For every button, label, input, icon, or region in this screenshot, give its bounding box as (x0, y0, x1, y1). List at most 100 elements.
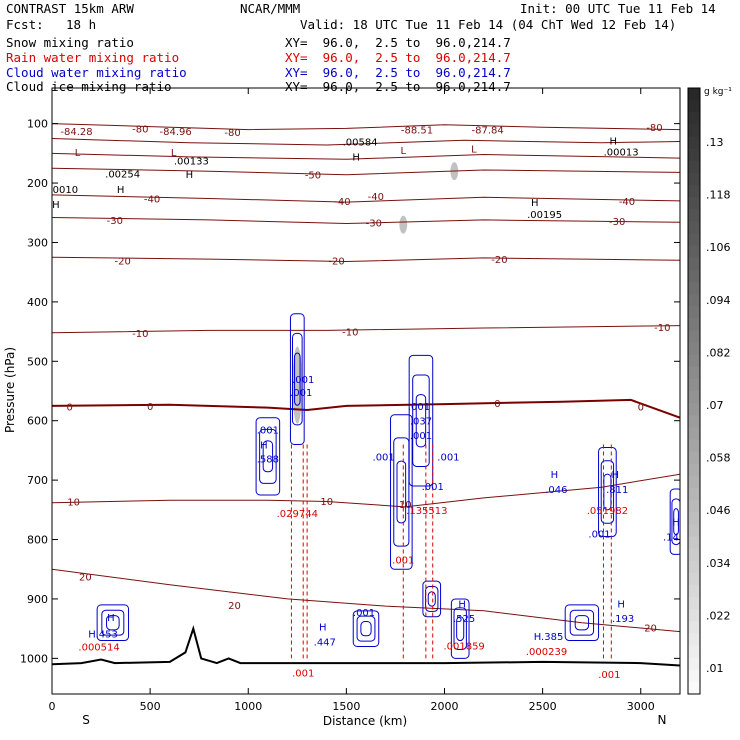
cloud-water-contour-7 (574, 615, 590, 631)
cloud-water-contour-9 (671, 498, 680, 546)
plot-area: -80 -80 -80 -50 -40 -40 -40 -40 -30 -30 -30 -20 -20 -… (52, 123, 680, 681)
cloud-water-contour-5 (456, 616, 465, 642)
field-rain-xy: XY= 96.0, 2.5 to 96.0,214.7 (285, 50, 511, 65)
temp-label: -10 (342, 328, 358, 339)
cloud-water-contour-1 (292, 332, 303, 426)
x-tick-label: 3000 (627, 700, 655, 713)
y-tick-label: 1000 (20, 652, 48, 665)
temp-label: 20 (644, 623, 657, 634)
field-cloudice-name: Cloud ice mixing ratio (6, 79, 172, 94)
extremum-label: .001 (422, 482, 444, 493)
extremum-label: .046 (545, 485, 567, 496)
colorbar-label: .13 (706, 136, 724, 149)
extremum-label: H (611, 470, 619, 481)
extremum-label: .588 (257, 455, 279, 466)
temp-label: 10 (320, 497, 333, 508)
cloud-water-contour-10 (106, 615, 120, 631)
cloud-water-contour-1 (289, 313, 305, 445)
extremum-label: .037 (410, 417, 432, 428)
colorbar-frame (687, 87, 701, 695)
colorbar-swatch (688, 427, 700, 440)
cloud-water-contour-4 (422, 580, 442, 618)
extremum-label: .00013 (604, 148, 639, 159)
temp-label: -20 (114, 256, 130, 267)
temp-contour-0 (52, 398, 680, 419)
temp-contour-10 (52, 473, 680, 508)
cloud-water-contour-5 (450, 598, 470, 659)
colorbar-swatch (688, 415, 700, 428)
extremum-label: .135513 (406, 506, 447, 517)
x-tick-label: 1500 (332, 700, 360, 713)
x-tick-label: 1000 (234, 700, 262, 713)
extremum-label: H (117, 185, 125, 196)
extremum-label: .00254 (105, 170, 140, 181)
temp-label: -10 (132, 329, 148, 340)
extremum-label: .001 (257, 426, 279, 437)
y-tick-label: 200 (27, 177, 48, 190)
colorbar-swatch (688, 597, 700, 610)
colorbar-swatch (688, 197, 700, 210)
cloud-water-contour-4 (427, 591, 436, 607)
field-rain-name: Rain water mixing ratio (6, 50, 180, 65)
colorbar-swatch (688, 645, 700, 659)
colorbar-swatch (688, 184, 700, 198)
colorbar-swatch (688, 584, 700, 598)
extremum-label: H (531, 198, 539, 209)
y-axis-label: Pressure (hPa) (3, 347, 17, 433)
colorbar-swatch (688, 500, 700, 513)
model-title: CONTRAST 15km ARW (6, 1, 134, 16)
colorbar-swatch (688, 475, 700, 489)
y-tick-label: 600 (27, 415, 48, 428)
temp-contour--20 (52, 256, 680, 263)
cloud-water-contour-8 (603, 473, 612, 511)
cloud-water-contour-10 (96, 604, 130, 642)
extremum-label: H (260, 440, 268, 451)
extremum-label: H (107, 613, 115, 624)
extremum-label: .000514 (78, 642, 119, 653)
cloud-water-contour-2 (415, 394, 427, 448)
temp-label: -30 (609, 217, 625, 228)
cloud-water-contour-9 (669, 488, 680, 555)
colorbar-swatch (688, 669, 700, 683)
colorbar-swatch (688, 160, 700, 174)
extremum-label: .029744 (277, 509, 318, 520)
colorbar-swatch (688, 681, 700, 695)
colorbar-swatch (688, 536, 700, 550)
colorbar-swatch (688, 572, 700, 586)
y-tick-label: 500 (27, 355, 48, 368)
cloud-water-contour-8 (600, 460, 615, 524)
colorbar-swatch (688, 281, 700, 295)
cloud-water-contour-2 (408, 354, 434, 487)
extremum-label: H (551, 470, 559, 481)
colorbar-swatch (688, 233, 700, 247)
colorbar-swatch (688, 306, 700, 319)
temp-label: -20 (491, 255, 507, 266)
extremum-label: -84.96 (160, 127, 192, 138)
colorbar-swatch (688, 124, 700, 137)
terrain-line (52, 625, 680, 667)
colorbar-label: .034 (706, 557, 731, 570)
x-tick-label: 0 (49, 700, 56, 713)
temp-contour--70 (52, 138, 680, 146)
cloud-water-contour-7 (569, 609, 595, 636)
colorbar-label: .082 (706, 346, 731, 359)
colorbar-label: .094 (706, 294, 731, 307)
extremum-label: L (400, 146, 406, 157)
colorbar-swatch (688, 657, 700, 671)
y-tick-label: 900 (27, 593, 48, 606)
colorbar-label: .022 (706, 609, 731, 622)
cloud-water-contour-0 (259, 428, 277, 484)
temp-contour--40 (52, 194, 680, 203)
colorbar: .13 .118 .106 .094 .082 .07 .058 .046 .034 .022 .0… (687, 87, 731, 695)
x-tick-label: 2500 (529, 700, 557, 713)
colorbar-swatch (688, 439, 700, 453)
extremum-label: H (672, 518, 680, 529)
valid-time: Valid: 18 UTC Tue 11 Feb 14 (04 ChT Wed … (300, 17, 677, 32)
colorbar-swatch (688, 148, 700, 162)
temp-label: 0 (494, 399, 500, 410)
cloud-water-contour-6 (352, 610, 380, 647)
colorbar-swatch (688, 512, 700, 525)
extremum-label: .001 (437, 452, 459, 463)
temp-contour--60 (52, 152, 680, 160)
colorbar-swatch (688, 112, 700, 125)
